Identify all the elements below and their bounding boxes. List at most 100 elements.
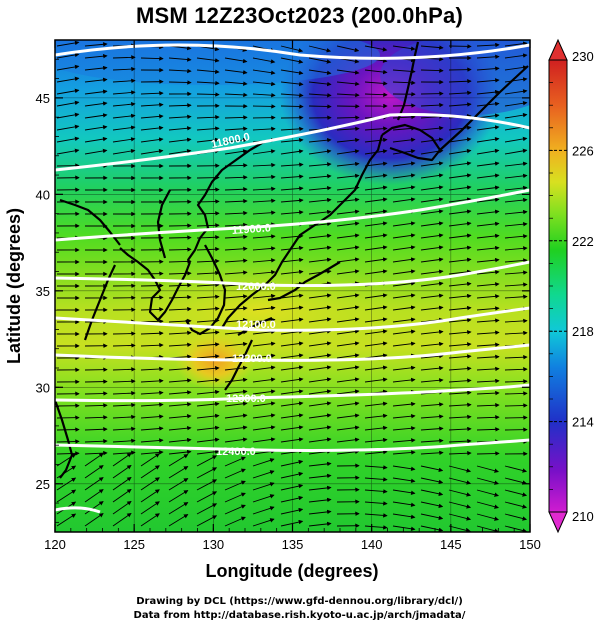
y-tick-label: 40 — [36, 187, 50, 202]
wind-arrow — [252, 506, 275, 515]
wind-arrow — [168, 437, 192, 443]
wind-arrow — [224, 137, 248, 143]
wind-arrow — [392, 257, 416, 263]
wind-arrow — [476, 390, 500, 396]
wind-arrow — [336, 126, 360, 132]
wind-arrow — [308, 245, 332, 251]
wind-arrow — [252, 293, 276, 299]
wind-arrow — [308, 197, 332, 203]
wind-arrow — [112, 512, 132, 527]
wind-arrow — [196, 306, 220, 311]
wind-arrow — [336, 377, 360, 383]
wind-arrow — [504, 318, 528, 324]
wind-arrow — [364, 209, 388, 215]
wind-arrow — [364, 449, 388, 455]
wind-arrow — [504, 209, 528, 215]
wind-arrow — [336, 365, 360, 371]
wind-arrow — [140, 390, 164, 396]
wind-arrow — [252, 174, 276, 180]
wind-arrow — [448, 378, 472, 383]
wind-arrow — [336, 233, 360, 239]
wind-arrow — [308, 81, 332, 87]
wind-arrow — [476, 477, 499, 485]
wind-arrow — [280, 162, 304, 167]
wind-arrow — [280, 341, 304, 347]
wind-arrow — [308, 437, 332, 443]
wind-arrow — [364, 161, 388, 167]
wind-arrow — [336, 269, 360, 275]
colorbar: 210 214 218 222 226 230 — [548, 38, 594, 534]
wind-arrow — [196, 57, 220, 63]
wind-arrow — [504, 403, 528, 408]
wind-arrow — [308, 185, 332, 191]
wind-arrow — [504, 391, 528, 396]
wind-arrow — [84, 489, 104, 503]
wind-arrow — [56, 112, 80, 119]
wind-arrow — [336, 69, 360, 75]
wind-arrow — [280, 69, 304, 76]
wind-arrow — [448, 305, 472, 311]
wind-arrow — [448, 293, 472, 299]
wind-arrow — [112, 438, 136, 444]
wind-arrow — [420, 137, 444, 143]
wind-arrow — [84, 391, 108, 396]
wind-arrow — [56, 124, 80, 131]
wind-arrow — [476, 78, 500, 83]
wind-arrow — [224, 69, 248, 75]
wind-arrow — [84, 53, 108, 59]
wind-arrow — [448, 489, 472, 497]
wind-arrow — [392, 221, 416, 227]
wind-arrow — [364, 525, 388, 530]
wind-arrow — [308, 425, 332, 431]
wind-arrow — [504, 197, 528, 203]
wind-arrow — [420, 281, 444, 287]
wind-arrow — [476, 161, 500, 167]
wind-arrow — [392, 513, 416, 519]
wind-arrow — [420, 477, 444, 485]
wind-arrow — [448, 414, 472, 420]
wind-arrow — [196, 282, 220, 288]
wind-arrow — [224, 516, 246, 527]
wind-arrow — [392, 137, 416, 143]
wind-arrow — [140, 148, 164, 155]
wind-arrow — [448, 233, 472, 239]
wind-arrow — [56, 136, 80, 143]
wind-arrow — [112, 66, 136, 72]
wind-arrow — [280, 483, 304, 491]
wind-arrow — [308, 413, 332, 419]
wind-arrow — [420, 501, 444, 509]
wind-arrow — [196, 92, 220, 97]
wind-arrow — [84, 125, 108, 131]
colorbar-max-triangle — [548, 38, 568, 61]
wind-arrow — [112, 414, 136, 420]
wind-arrow — [504, 246, 528, 251]
wind-arrow — [392, 293, 416, 299]
wind-arrow — [308, 174, 332, 179]
x-axis-label: Longitude (degrees) — [205, 561, 378, 581]
wind-arrow — [280, 377, 304, 383]
wind-arrow — [196, 354, 220, 359]
wind-arrow — [196, 114, 220, 120]
wind-arrow — [504, 258, 528, 263]
colorbar-tick-label: 214 — [572, 415, 594, 430]
wind-arrow — [168, 306, 192, 312]
wind-arrow — [392, 185, 416, 191]
wind-arrow — [364, 81, 388, 86]
wind-arrow — [504, 525, 528, 532]
wind-arrow — [224, 81, 248, 86]
height-contours — [55, 43, 530, 514]
wind-arrow — [364, 185, 388, 191]
wind-arrow — [476, 427, 500, 432]
wind-arrow — [476, 354, 500, 360]
wind-arrow — [252, 126, 276, 132]
wind-arrow — [224, 504, 246, 515]
wind-arrow — [448, 501, 472, 509]
wind-arrow — [308, 233, 332, 239]
wind-arrow — [252, 494, 275, 503]
wind-arrow — [448, 173, 472, 179]
wind-arrow — [308, 45, 332, 53]
wind-arrow — [308, 305, 332, 311]
wind-arrow — [448, 317, 472, 323]
wind-arrow — [196, 425, 220, 431]
wind-arrow — [252, 258, 276, 263]
